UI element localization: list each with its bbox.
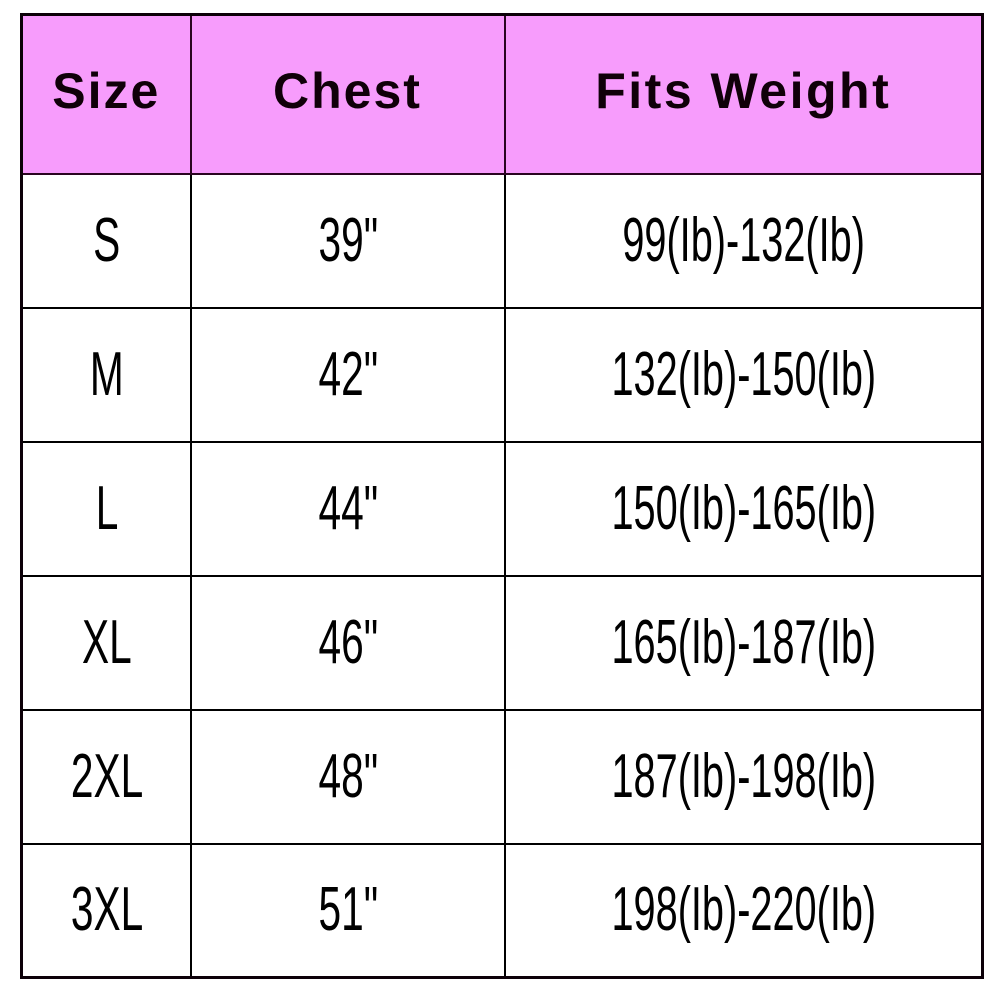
table-row: S 39" 99(Ib)-132(Ib) bbox=[22, 172, 983, 309]
table-body: S 39" 99(Ib)-132(Ib) M 42" 132(Ib)-150(I… bbox=[22, 172, 983, 979]
column-header-size: Size bbox=[20, 13, 192, 175]
table-row: XL 46" 165(Ib)-187(Ib) bbox=[22, 574, 983, 711]
cell-fits-weight-text: 150(Ib)-165(Ib) bbox=[610, 473, 876, 543]
table-row: M 42" 132(Ib)-150(Ib) bbox=[22, 306, 983, 443]
cell-chest-text: 42" bbox=[317, 339, 378, 409]
cell-size-text: M bbox=[89, 339, 124, 409]
cell-size: L bbox=[37, 440, 175, 577]
table-header-row: Size Chest Fits Weight bbox=[20, 13, 984, 175]
size-chart-table: Size Chest Fits Weight S 39" 99(Ib)-132(… bbox=[20, 13, 984, 979]
cell-chest-text: 44" bbox=[317, 473, 378, 543]
column-header-fits-weight: Fits Weight bbox=[503, 13, 984, 175]
cell-size: XL bbox=[37, 574, 175, 711]
cell-chest: 51" bbox=[221, 842, 474, 979]
table-header: Size Chest Fits Weight bbox=[20, 13, 984, 175]
cell-chest: 44" bbox=[221, 440, 474, 577]
cell-size-text: 3XL bbox=[70, 875, 143, 945]
cell-size-text: 2XL bbox=[70, 741, 143, 811]
cell-fits-weight-text: 198(Ib)-220(Ib) bbox=[610, 875, 876, 945]
cell-fits-weight-text: 132(Ib)-150(Ib) bbox=[610, 339, 876, 409]
cell-chest-text: 48" bbox=[317, 741, 378, 811]
cell-fits-weight: 150(Ib)-165(Ib) bbox=[551, 440, 936, 577]
cell-chest-text: 51" bbox=[317, 875, 378, 945]
cell-fits-weight: 99(Ib)-132(Ib) bbox=[551, 172, 936, 309]
cell-chest: 42" bbox=[221, 306, 474, 443]
cell-fits-weight-text: 165(Ib)-187(Ib) bbox=[610, 607, 876, 677]
column-header-chest: Chest bbox=[189, 13, 506, 175]
table-row: 3XL 51" 198(Ib)-220(Ib) bbox=[22, 842, 983, 979]
table-row: L 44" 150(Ib)-165(Ib) bbox=[22, 440, 983, 577]
cell-fits-weight-text: 99(Ib)-132(Ib) bbox=[622, 205, 865, 275]
cell-size: 2XL bbox=[37, 708, 175, 845]
cell-size-text: XL bbox=[81, 607, 132, 677]
cell-chest: 39" bbox=[221, 172, 474, 309]
cell-size-text: S bbox=[92, 205, 120, 275]
cell-chest-text: 39" bbox=[317, 205, 378, 275]
cell-chest: 46" bbox=[221, 574, 474, 711]
cell-size: M bbox=[37, 306, 175, 443]
cell-chest-text: 46" bbox=[317, 607, 378, 677]
cell-size-text: L bbox=[94, 473, 118, 543]
cell-fits-weight: 198(Ib)-220(Ib) bbox=[551, 842, 936, 979]
cell-fits-weight: 165(Ib)-187(Ib) bbox=[551, 574, 936, 711]
cell-fits-weight-text: 187(Ib)-198(Ib) bbox=[610, 741, 876, 811]
cell-chest: 48" bbox=[221, 708, 474, 845]
cell-size: 3XL bbox=[37, 842, 175, 979]
cell-size: S bbox=[37, 172, 175, 309]
table-row: 2XL 48" 187(Ib)-198(Ib) bbox=[22, 708, 983, 845]
cell-fits-weight: 132(Ib)-150(Ib) bbox=[551, 306, 936, 443]
cell-fits-weight: 187(Ib)-198(Ib) bbox=[551, 708, 936, 845]
